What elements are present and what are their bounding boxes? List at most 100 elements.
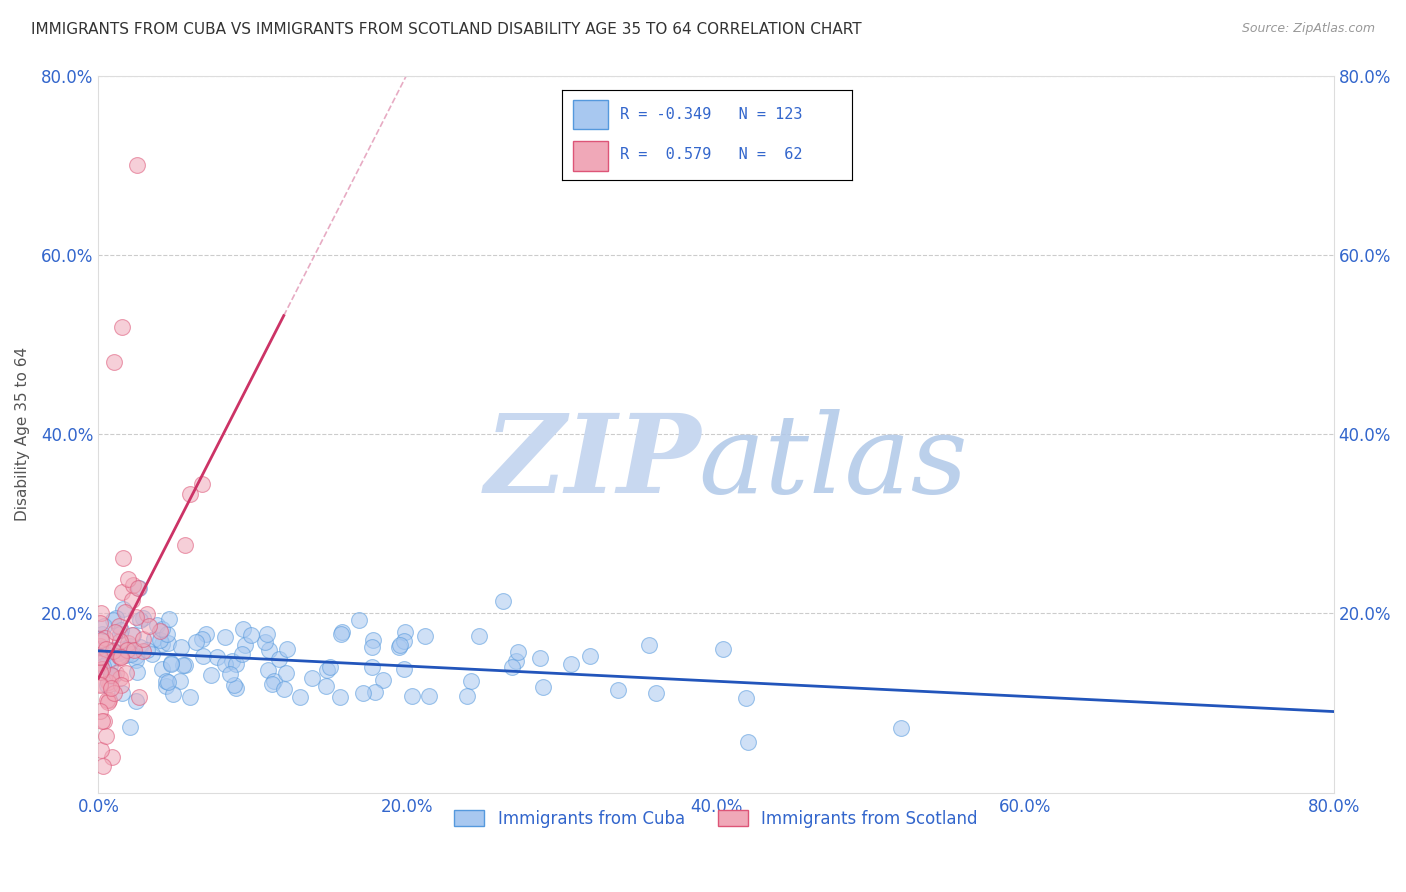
Point [96, 641, 118, 656]
Point [179, 487, 201, 501]
Point [96, 678, 118, 692]
Point [100, 669, 122, 683]
Point [108, 649, 131, 664]
Point [89, 640, 111, 654]
Point [388, 640, 411, 654]
Point [173, 537, 195, 551]
Point [225, 657, 247, 672]
Text: ZIP: ZIP [484, 409, 700, 516]
Point [148, 633, 170, 648]
Point [360, 640, 382, 655]
Point [160, 657, 183, 671]
Point [269, 652, 291, 666]
Point [94, 647, 117, 661]
Point [360, 660, 382, 674]
Point [349, 613, 371, 627]
Point [186, 635, 208, 649]
Point [89, 665, 111, 680]
Point [100, 681, 122, 695]
Point [90, 627, 112, 641]
Point [415, 629, 437, 643]
Point [531, 680, 554, 694]
Point [114, 605, 136, 619]
Point [560, 657, 582, 672]
Point [205, 650, 228, 665]
Point [122, 628, 145, 642]
Point [193, 649, 215, 664]
Point [240, 628, 263, 642]
Point [135, 643, 157, 657]
Point [492, 594, 515, 608]
Point [638, 638, 661, 652]
Point [276, 642, 298, 657]
Point [104, 611, 127, 625]
Point [115, 642, 138, 657]
Point [353, 686, 375, 700]
Point [467, 629, 489, 643]
Point [110, 623, 132, 637]
Point [529, 650, 551, 665]
Point [364, 685, 387, 699]
Point [103, 686, 125, 700]
Point [128, 690, 150, 704]
Point [737, 735, 759, 749]
Point [301, 671, 323, 685]
Point [274, 665, 297, 680]
Point [89, 656, 111, 670]
Point [111, 602, 134, 616]
Point [456, 690, 478, 704]
Point [128, 640, 150, 654]
Point [125, 610, 148, 624]
Point [155, 673, 177, 688]
Point [156, 626, 179, 640]
Point [401, 689, 423, 703]
Point [157, 612, 180, 626]
Point [232, 622, 254, 636]
Point [98, 657, 121, 672]
Point [125, 158, 148, 172]
Point [91, 641, 114, 656]
Point [734, 690, 756, 705]
Point [98, 692, 121, 706]
Point [115, 648, 138, 662]
Point [172, 658, 194, 673]
Text: Source: ZipAtlas.com: Source: ZipAtlas.com [1241, 22, 1375, 36]
Y-axis label: Disability Age 35 to 64: Disability Age 35 to 64 [15, 347, 30, 521]
Point [118, 720, 141, 734]
Point [97, 695, 120, 709]
Point [128, 581, 150, 595]
Point [107, 619, 129, 633]
Point [253, 634, 276, 648]
Point [288, 690, 311, 705]
Point [100, 750, 122, 764]
Point [97, 674, 120, 689]
Point [117, 636, 139, 650]
Point [329, 690, 352, 704]
Point [501, 660, 523, 674]
Point [98, 677, 121, 691]
Point [124, 642, 146, 657]
Point [110, 671, 132, 685]
Point [125, 653, 148, 667]
Point [91, 659, 114, 673]
Point [96, 656, 118, 670]
Point [90, 606, 112, 620]
Point [319, 659, 342, 673]
Point [131, 611, 153, 625]
Point [169, 674, 191, 689]
Point [214, 630, 236, 644]
Point [150, 622, 173, 636]
Point [711, 641, 734, 656]
Point [121, 593, 143, 607]
Text: IMMIGRANTS FROM CUBA VS IMMIGRANTS FROM SCOTLAND DISABILITY AGE 35 TO 64 CORRELA: IMMIGRANTS FROM CUBA VS IMMIGRANTS FROM … [31, 22, 862, 37]
Point [101, 644, 124, 658]
Point [114, 665, 136, 680]
Point [110, 649, 132, 664]
Point [96, 729, 118, 743]
Point [579, 648, 602, 663]
Point [108, 650, 131, 665]
Point [90, 714, 112, 728]
Point [93, 714, 115, 728]
Point [170, 640, 193, 654]
Point [104, 665, 127, 680]
